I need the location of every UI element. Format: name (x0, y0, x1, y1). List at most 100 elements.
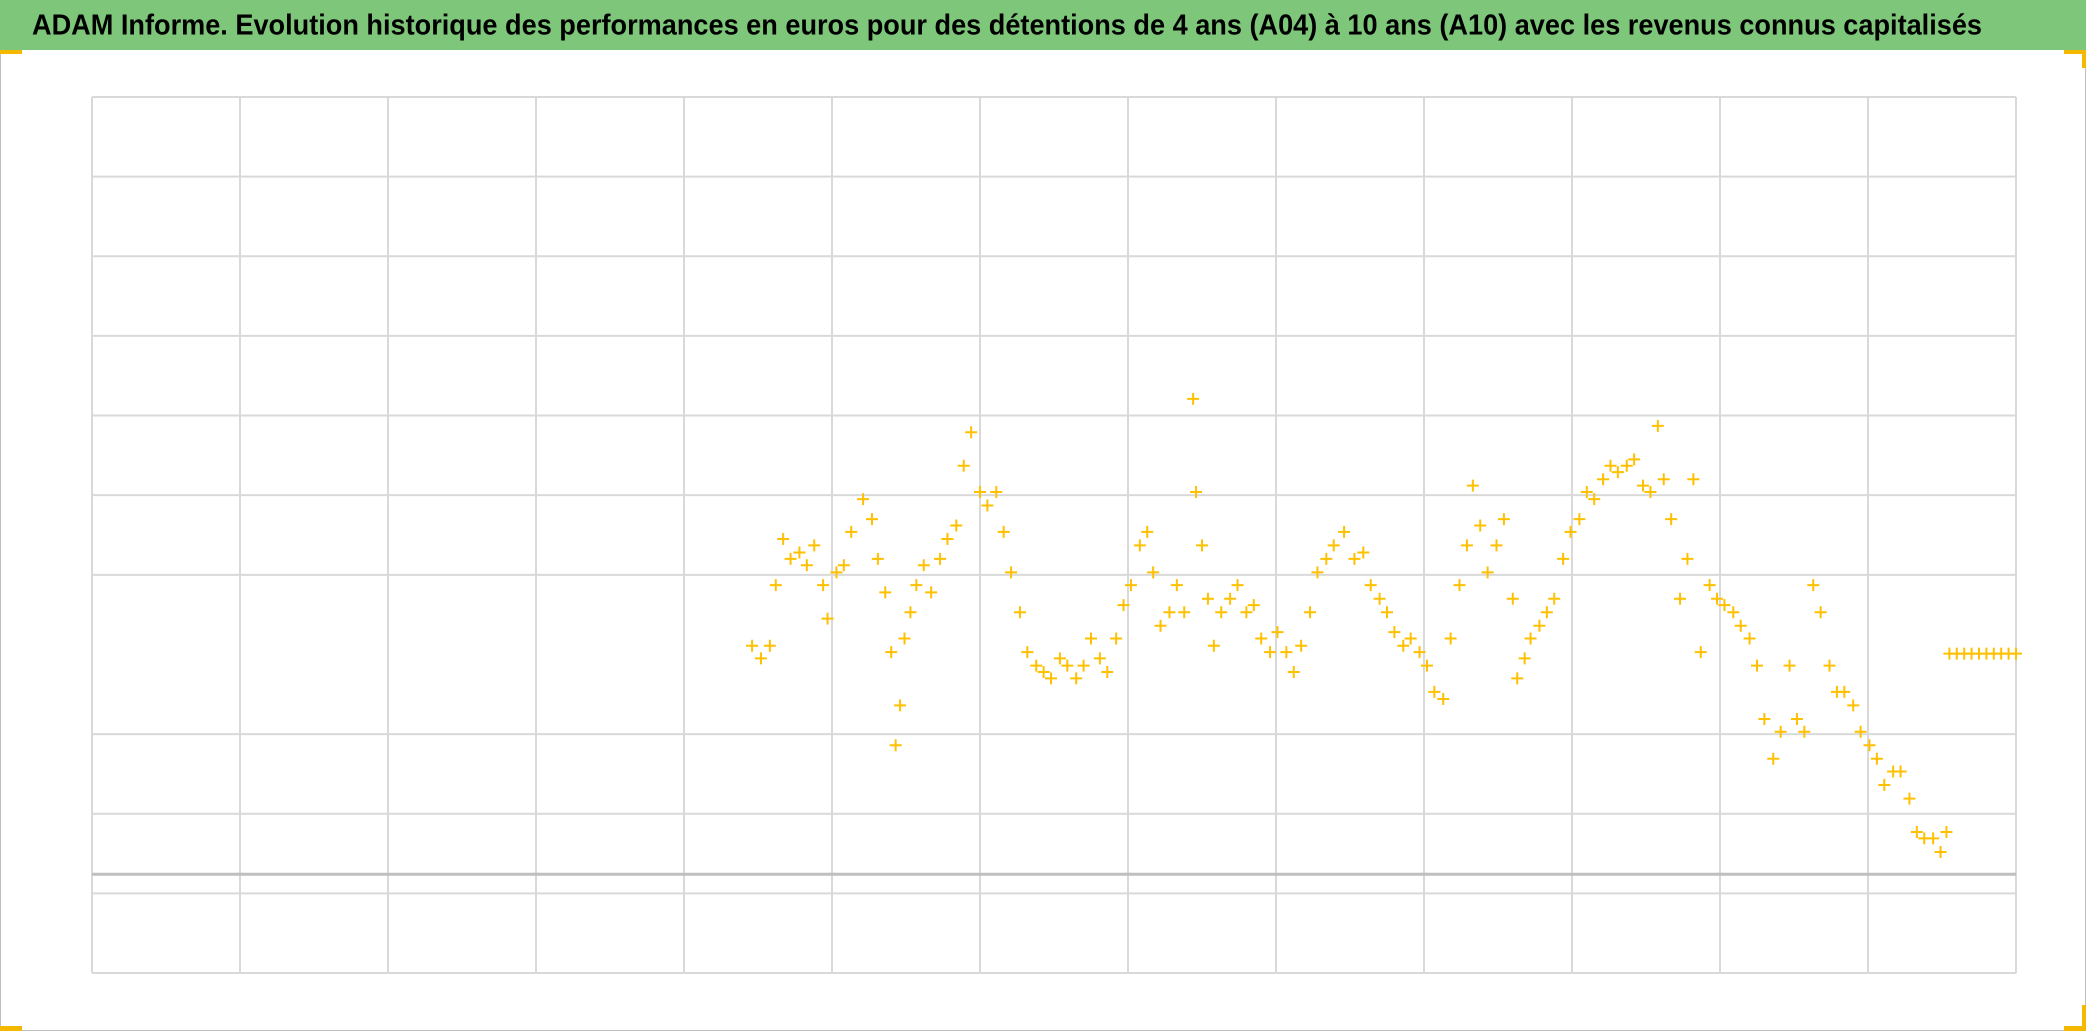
point (1878, 779, 1891, 792)
point (910, 579, 923, 592)
point (1927, 832, 1940, 845)
point (1751, 659, 1763, 672)
point (800, 559, 813, 572)
point (1620, 459, 1633, 472)
corner (2064, 1026, 2086, 1031)
point (1444, 632, 1457, 645)
point (1604, 459, 1617, 472)
corner (2082, 1005, 2086, 1031)
point (957, 459, 970, 472)
corner (2064, 50, 2086, 54)
point (1061, 659, 1074, 672)
point (1597, 473, 1610, 486)
point (1674, 592, 1687, 605)
point (1053, 652, 1066, 665)
point (1588, 493, 1601, 506)
point (1511, 672, 1524, 685)
point (1854, 725, 1867, 738)
point (1711, 592, 1724, 605)
corner (2082, 50, 2086, 68)
point (1357, 546, 1370, 559)
point (1481, 566, 1494, 579)
point (941, 532, 954, 545)
point (1644, 485, 1657, 498)
point (1397, 639, 1410, 652)
point (990, 485, 1003, 498)
point (1758, 712, 1771, 725)
corner (0, 50, 22, 54)
point (1474, 519, 1487, 532)
point (894, 699, 907, 712)
point (965, 426, 978, 439)
point (1264, 646, 1277, 659)
point (837, 559, 850, 572)
point (793, 546, 806, 559)
point (1037, 665, 1050, 678)
point (1894, 765, 1907, 778)
point (1327, 539, 1340, 552)
point (889, 739, 902, 752)
point (2010, 647, 2022, 660)
point (784, 552, 797, 565)
point (1687, 473, 1700, 486)
point (1381, 606, 1393, 619)
point (1694, 646, 1707, 659)
point (1311, 566, 1324, 579)
point (777, 532, 790, 545)
corner (0, 1026, 22, 1031)
point (1093, 652, 1106, 665)
point (1170, 579, 1183, 592)
point (1870, 752, 1883, 765)
point (1163, 606, 1176, 619)
point (1557, 552, 1570, 565)
point (1085, 632, 1097, 645)
point (1718, 599, 1731, 612)
point (1413, 646, 1426, 659)
point (1506, 592, 1519, 605)
chart-title: ADAM Informe. Evolution historique des p… (32, 10, 1982, 42)
point (1497, 513, 1510, 526)
point (1863, 739, 1876, 752)
point (1814, 606, 1827, 619)
point (1564, 525, 1577, 538)
point (1147, 566, 1160, 579)
point (1240, 606, 1253, 619)
point (1428, 685, 1441, 698)
point (950, 519, 963, 532)
point (865, 513, 878, 526)
point (1798, 725, 1811, 738)
point (1934, 845, 1947, 858)
point (1580, 485, 1593, 498)
point (925, 586, 938, 599)
point (1533, 619, 1546, 632)
point (917, 559, 930, 572)
point (1767, 752, 1780, 765)
point (1280, 646, 1293, 659)
point (1295, 639, 1308, 652)
point (1651, 419, 1664, 432)
point (1304, 606, 1317, 619)
point (1207, 639, 1220, 652)
point (1196, 539, 1208, 552)
point (746, 639, 759, 652)
point (1783, 659, 1796, 672)
point (1404, 632, 1417, 645)
point (1154, 619, 1167, 632)
point (1548, 592, 1561, 605)
title-bar (0, 0, 2086, 50)
point (1110, 632, 1123, 645)
point (1453, 579, 1466, 592)
point (1823, 659, 1836, 672)
point (1910, 826, 1923, 839)
point (1255, 632, 1268, 645)
point (898, 632, 911, 645)
point (1774, 725, 1787, 738)
point (1847, 699, 1860, 712)
point (981, 499, 994, 512)
point (1117, 599, 1130, 612)
point (1101, 665, 1114, 678)
point (1045, 672, 1058, 685)
point (974, 485, 986, 498)
point (1373, 592, 1386, 605)
